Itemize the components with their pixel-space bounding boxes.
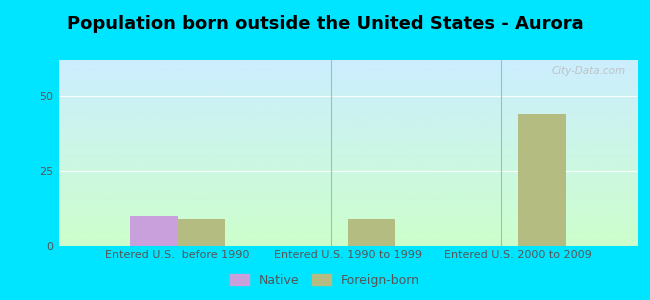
Bar	[348, 219, 395, 246]
Text: City-Data.com: City-Data.com	[551, 66, 625, 76]
Text: Population born outside the United States - Aurora: Population born outside the United State…	[67, 15, 583, 33]
Legend: Native, Foreign-born: Native, Foreign-born	[226, 270, 424, 291]
Bar	[177, 219, 226, 246]
Bar	[130, 216, 177, 246]
Bar	[518, 114, 566, 246]
